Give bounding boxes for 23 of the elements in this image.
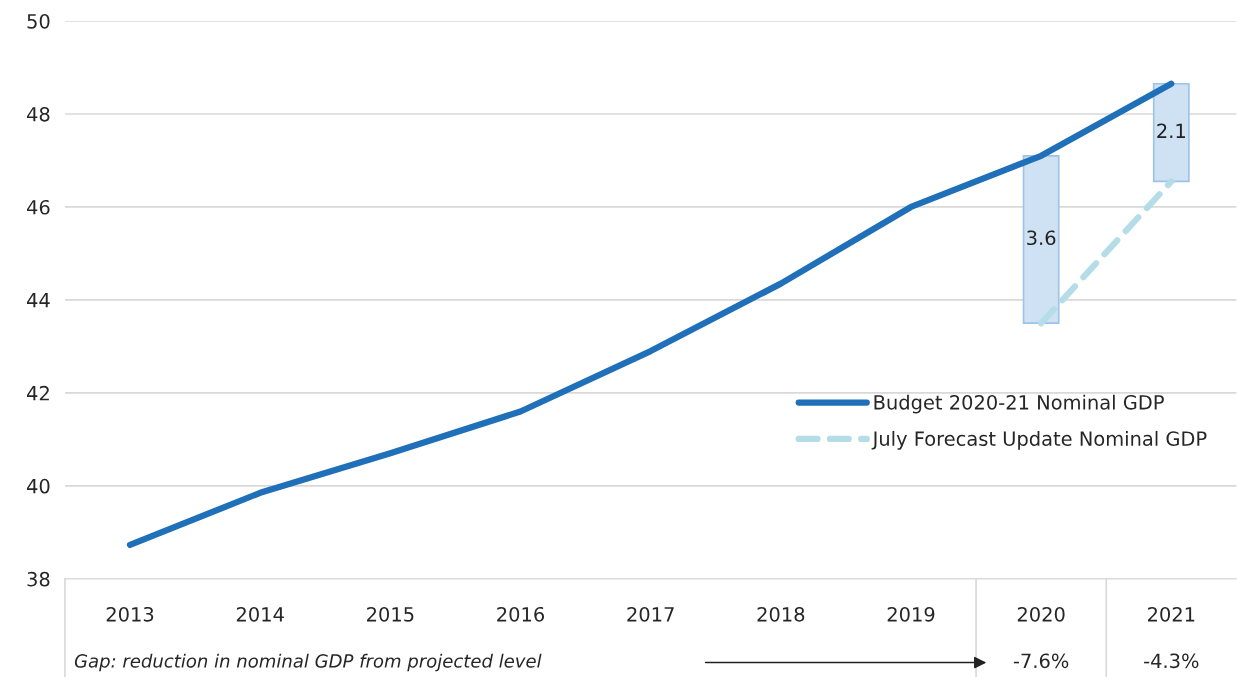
y-tick-label: 42 xyxy=(27,385,49,401)
text: -4.3% xyxy=(1144,653,1199,669)
x-tick-label: 2020 xyxy=(1017,606,1065,622)
y-tick-label: 48 xyxy=(27,106,50,122)
x-tick-label: 2017 xyxy=(627,606,674,622)
text: -7.6% xyxy=(1013,653,1069,669)
y-tick-label: 38 xyxy=(27,571,50,587)
data-label: 2.1 xyxy=(1157,123,1185,138)
text: Gap: reduction in nominal GDP from projected level xyxy=(74,653,542,672)
x-tick-label: 2015 xyxy=(367,606,414,622)
x-tick-label: 2021 xyxy=(1147,606,1195,622)
x-tick-label: 2018 xyxy=(757,606,805,622)
x-tick-label: 2013 xyxy=(106,606,154,622)
y-tick-label: 40 xyxy=(27,478,50,494)
y-tick-label: 44 xyxy=(27,293,50,308)
x-tick-label: 2019 xyxy=(887,606,935,622)
x-tick-label: 2016 xyxy=(497,606,545,622)
x-tick-label: 2014 xyxy=(236,606,284,622)
data-label: 3.6 xyxy=(1027,230,1056,246)
legend-label: July Forecast Update Nominal GDP xyxy=(871,430,1207,450)
y-tick-label: 50 xyxy=(27,13,50,29)
y-tick-label: 46 xyxy=(27,199,50,215)
legend-label: Budget 2020-21 Nominal GDP xyxy=(874,394,1164,414)
